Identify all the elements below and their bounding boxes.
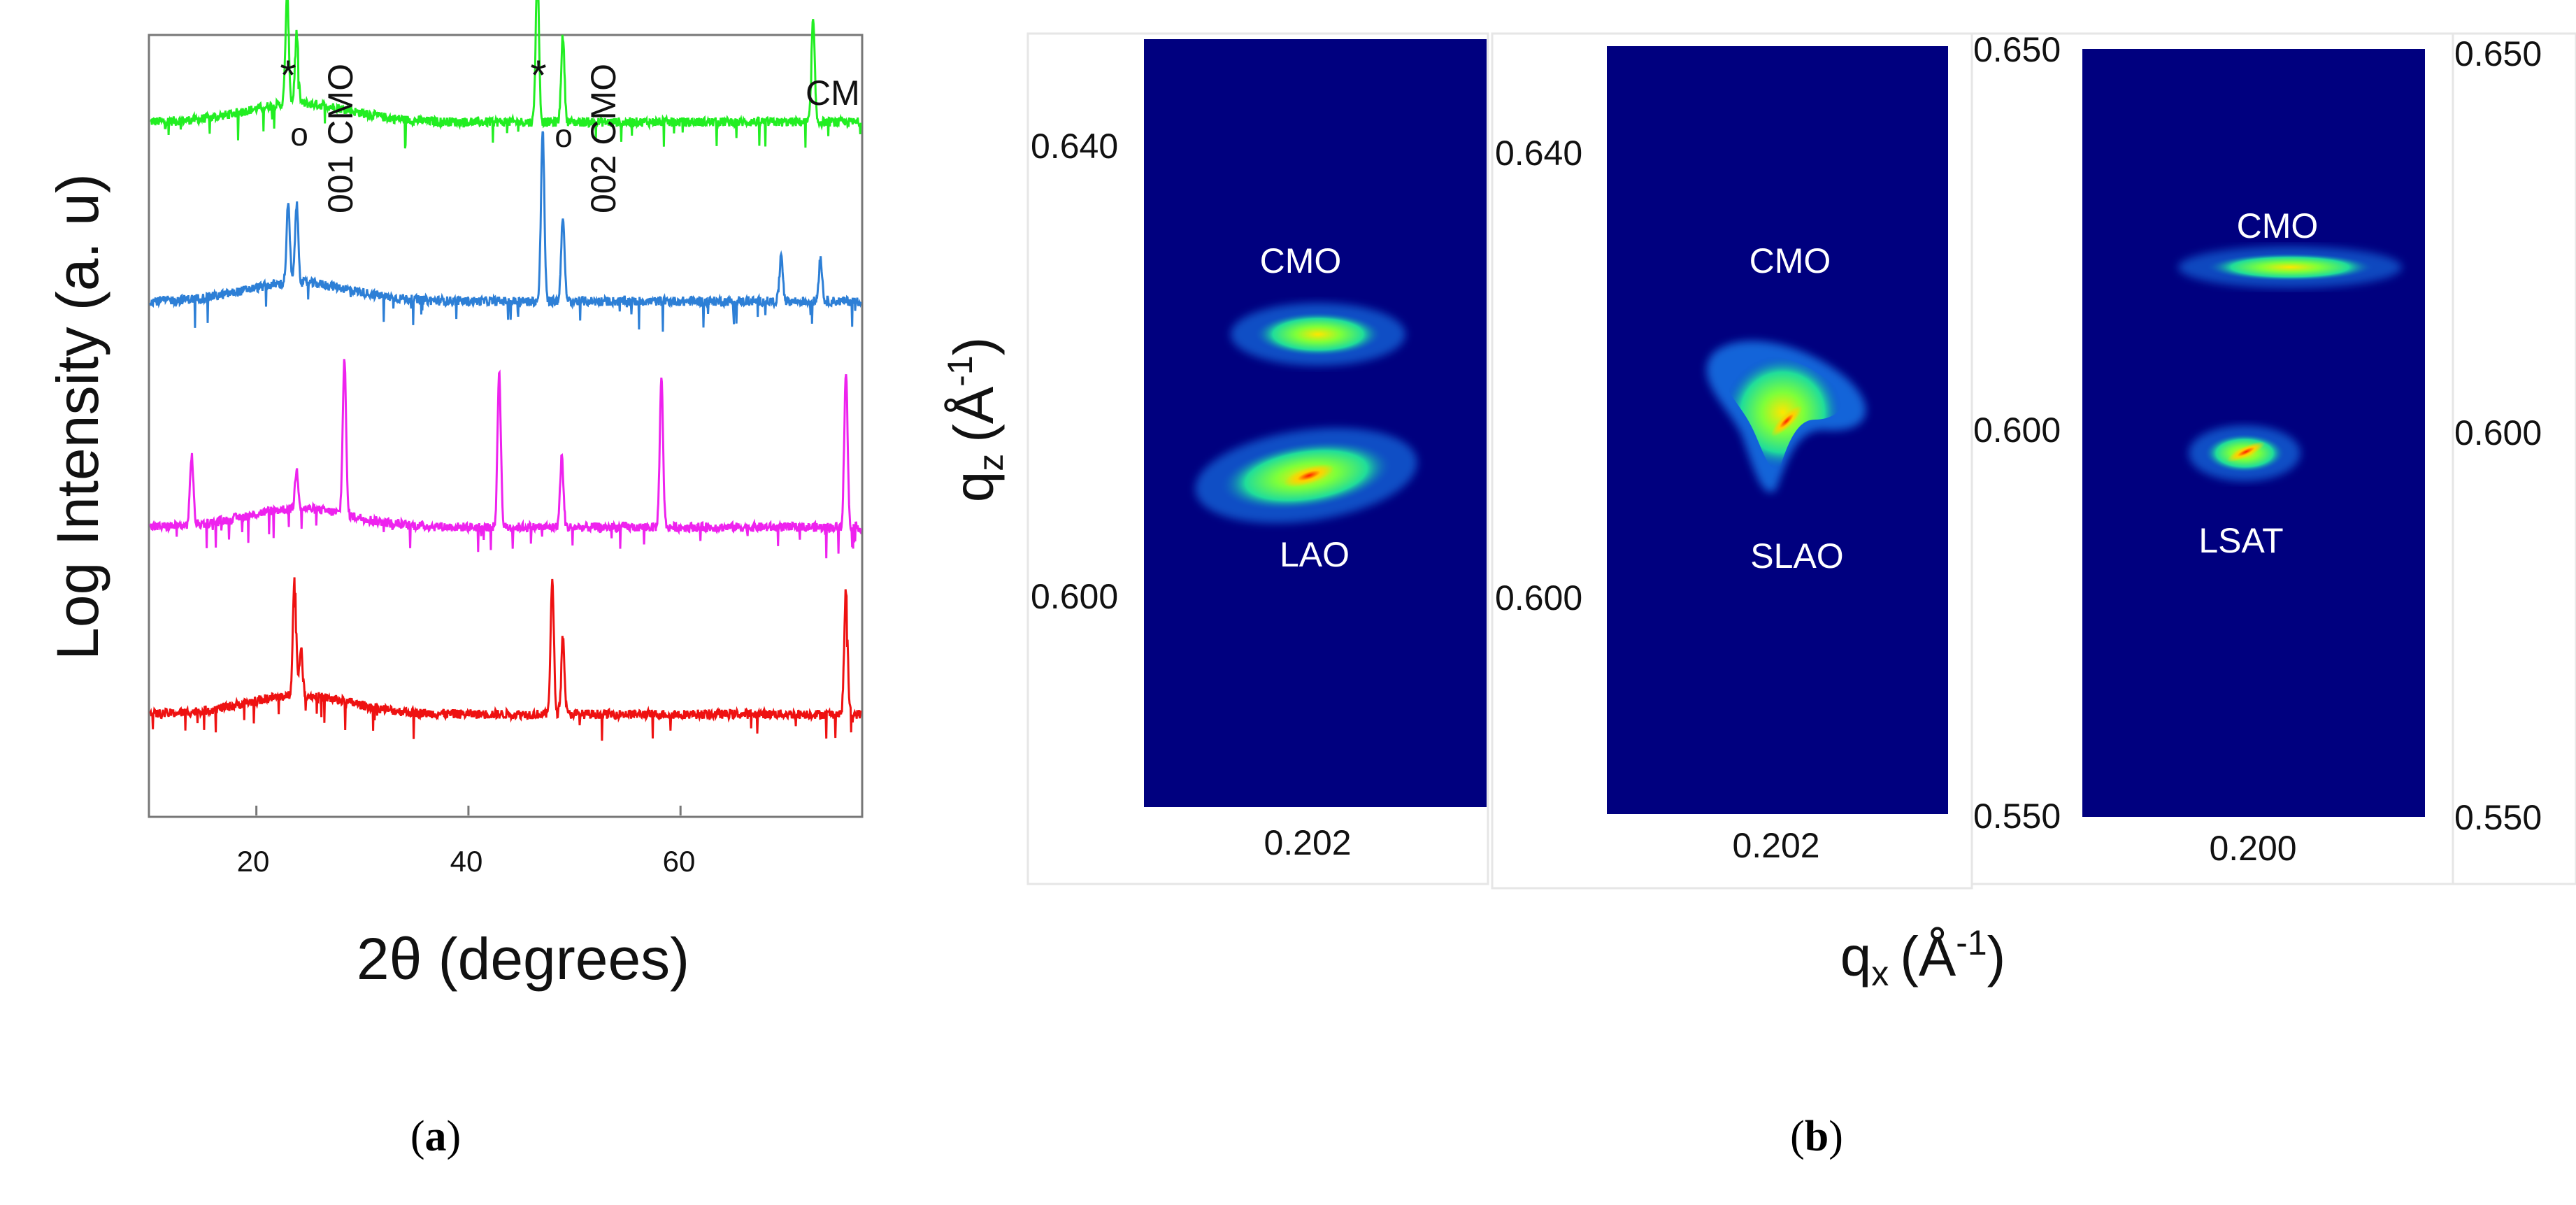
panel-a-series-group	[149, 0, 862, 815]
caption-a-letter: a	[425, 1113, 447, 1160]
annotation-001-cmo: 001 CMO	[321, 64, 360, 213]
caption-b-close: )	[1829, 1113, 1843, 1160]
x-tick-20: 20	[237, 845, 270, 878]
annotation-o-1: o	[290, 116, 308, 152]
panel-b-x-axis-label: qx (Å-1)	[1840, 923, 2006, 993]
map-2-spot	[1723, 355, 1842, 470]
map-3-y-tick-0550: 0.550	[1973, 797, 2061, 836]
map-3-substrate-label: LSAT	[2198, 521, 2283, 560]
map-3-y-tick-0600: 0.600	[1973, 411, 2061, 450]
map-2-x-tick: 0.202	[1732, 826, 1819, 865]
map-2-substrate-label: SLAO	[1750, 536, 1843, 576]
map-1-background	[1144, 39, 1487, 807]
map-1-y-tick-0640: 0.640	[1031, 127, 1118, 166]
map-3-right-y-tick-0550: 0.550	[2454, 798, 2542, 837]
xrd-series-line-2	[149, 359, 862, 559]
map-3-right-y-tick-0650: 0.650	[2454, 34, 2542, 73]
caption-a-open: (	[410, 1113, 425, 1160]
annotation-o-2: o	[554, 117, 573, 154]
map-2-y-tick-0600: 0.600	[1495, 578, 1582, 618]
qx-subscript: x	[1871, 954, 1889, 993]
xrd-series-line-0	[150, 0, 862, 149]
map-1-frame	[1026, 32, 1489, 885]
map-1-x-tick: 0.202	[1264, 823, 1351, 862]
panel-a-plot-frame	[148, 34, 864, 818]
annotation-star-1: *	[280, 52, 296, 99]
qx-symbol: q	[1840, 925, 1872, 987]
panel-b: CMO LAO 0.640 0.600 0.202 CMO SLAO 0.640…	[940, 30, 2576, 993]
caption-a-close: )	[447, 1113, 461, 1160]
annotation-002-cmo: 002 CMO	[584, 64, 623, 213]
annotation-star-2: *	[530, 52, 546, 99]
panel-a-y-axis-label: Log Intensity (a. u)	[45, 173, 110, 660]
map-3-x-tick: 0.200	[2209, 829, 2296, 868]
qz-unit: (Å	[943, 386, 1005, 443]
rsm-map-lsat: CMO LSAT 0.650 0.600 0.550 0.200 0.650 0…	[1973, 30, 2542, 868]
map-2-y-tick-0640: 0.640	[1495, 134, 1582, 173]
x-tick-40: 40	[450, 845, 483, 878]
qz-unit-close: )	[943, 337, 1005, 356]
qz-symbol: q	[943, 471, 1005, 503]
qz-subscript: z	[971, 454, 1010, 471]
map-3-y-tick-0650: 0.650	[1973, 30, 2061, 69]
map-3-film-label: CMO	[2237, 206, 2319, 245]
panel-b-y-axis-label: qz (Å-1)	[940, 337, 1010, 503]
caption-b-letter: b	[1805, 1113, 1829, 1160]
map-3-right-axis-frame	[2452, 32, 2576, 885]
qx-unit: (Å	[1900, 925, 1956, 987]
qz-unit-sup: -1	[940, 355, 980, 386]
caption-b-open: (	[1790, 1113, 1805, 1160]
panel-a-x-ticks: 20 40 60	[237, 845, 696, 878]
map-1-lao-spot-core	[1283, 464, 1335, 487]
xrd-series-line-3	[149, 577, 862, 741]
panel-a: * o 001 CMO * o 002 CMO CM 20 40 60 2θ (…	[45, 0, 864, 992]
map-3-lsat-spot-core	[2226, 441, 2266, 462]
map-3-cmo-spot	[2206, 253, 2374, 281]
map-1-y-tick-0600: 0.600	[1031, 577, 1118, 616]
panel-a-annotation-group: * o 001 CMO * o 002 CMO CM	[280, 52, 859, 213]
xrd-series-line-1	[149, 131, 862, 332]
qx-unit-close: )	[1987, 925, 2006, 987]
map-1-cmo-spot	[1254, 312, 1382, 357]
x-tick-60: 60	[663, 845, 696, 878]
rsm-map-slao: CMO SLAO 0.640 0.600 0.202	[1495, 46, 1948, 865]
map-3-right-y-tick-0600: 0.600	[2454, 413, 2542, 452]
qx-unit-sup: -1	[1956, 923, 1987, 962]
caption-a: (a)	[410, 1113, 461, 1160]
map-2-spot-core	[1770, 405, 1803, 437]
map-2-film-label: CMO	[1749, 241, 1831, 280]
rsm-map-lao: CMO LAO 0.640 0.600 0.202	[1031, 39, 1487, 862]
panel-a-x-axis-label: 2θ (degrees)	[357, 926, 689, 992]
map-1-substrate-label: LAO	[1280, 535, 1350, 574]
map-1-film-label: CMO	[1260, 241, 1342, 280]
caption-b: (b)	[1790, 1113, 1843, 1160]
annotation-cm: CM	[806, 73, 860, 113]
